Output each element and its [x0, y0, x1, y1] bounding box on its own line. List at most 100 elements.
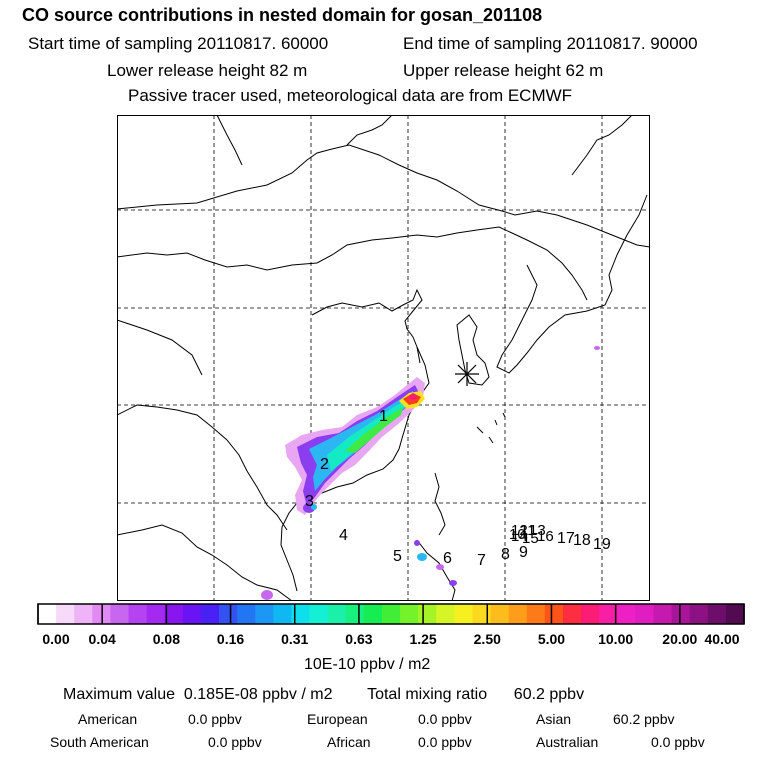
colorbar-tick-label: 40.00 — [704, 631, 740, 647]
colorbar-tick-label: 0.00 — [42, 631, 70, 647]
receptor-marker — [455, 362, 479, 386]
upper-release-height: Upper release height 62 m — [403, 61, 604, 80]
source-label-13: 13 — [529, 522, 546, 539]
source-label-18: 18 — [573, 532, 591, 549]
source-label-7: 7 — [477, 552, 486, 569]
region-name: Australian — [536, 734, 599, 750]
colorbar-swatch — [454, 604, 474, 624]
region-value: 0.0 ppbv — [418, 711, 472, 727]
region-name: European — [307, 711, 368, 727]
colorbar-swatch — [635, 604, 655, 624]
colorbar-swatch — [544, 604, 564, 624]
colorbar-swatch — [490, 604, 510, 624]
plot-title: CO source contributions in nested domain… — [22, 5, 543, 25]
colorbar-swatch — [562, 604, 582, 624]
colorbar-swatch — [56, 604, 75, 624]
colorbar-swatch — [508, 604, 528, 624]
total-label: Total mixing ratio — [367, 686, 488, 703]
total-value: 60.2 ppbv — [513, 686, 585, 703]
colorbar-swatch — [418, 604, 437, 624]
colorbar-swatch — [472, 604, 492, 624]
source-label-16: 16 — [537, 528, 554, 545]
colorbar-swatch — [345, 604, 365, 624]
colorbar-swatch — [436, 604, 455, 624]
source-label-11: 11 — [520, 522, 536, 539]
colorbar-swatch — [273, 604, 293, 624]
source-label-12: 12 — [511, 522, 528, 539]
source-label-10: 10 — [509, 526, 526, 543]
colorbar-tick-label: 0.63 — [345, 631, 373, 647]
colorbar-swatch — [219, 604, 238, 624]
colorbar-swatch — [400, 604, 419, 624]
colorbar-tick-label: 2.50 — [473, 631, 501, 647]
colorbar-tick-label: 0.31 — [281, 631, 309, 647]
colorbar-tick-label: 0.04 — [88, 631, 116, 647]
region-value: 60.2 ppbv — [613, 711, 675, 727]
region-value: 0.0 ppbv — [651, 734, 705, 750]
max-value: 0.185E-08 ppbv / m2 — [183, 686, 333, 703]
colorbar-swatch — [671, 604, 691, 624]
colorbar-swatch — [363, 604, 383, 624]
source-label-19: 19 — [593, 536, 611, 553]
colorbar-swatch — [309, 604, 329, 624]
lower-release-height: Lower release height 82 m — [107, 61, 308, 80]
colorbar-units: 10E-10 ppbv / m2 — [304, 656, 431, 673]
colorbar-swatch — [599, 604, 618, 624]
sampling-end: End time of sampling 20110817. 90000 — [403, 34, 698, 53]
coastlines — [117, 115, 650, 601]
source-label-6: 6 — [443, 550, 452, 567]
region-name: South American — [50, 734, 149, 750]
region-name: African — [327, 734, 371, 750]
source-label-15: 15 — [522, 530, 539, 547]
colorbar-swatch — [707, 604, 727, 624]
summary-line: Maximum value 0.185E-08 ppbv / m2 Total … — [63, 687, 584, 703]
colorbar-tick-label: 10.00 — [598, 631, 634, 647]
colorbar-swatch — [689, 604, 709, 624]
colorbar-swatch — [581, 604, 600, 624]
colorbar-tick-label: 0.08 — [152, 631, 180, 647]
source-label-9: 9 — [519, 544, 528, 561]
region-name: American — [78, 711, 138, 727]
colorbar-border — [37, 603, 745, 625]
source-label-3: 3 — [305, 493, 314, 510]
colorbar-tick-label: 0.16 — [216, 631, 245, 647]
colorbar-swatch — [327, 604, 347, 624]
source-label-8: 8 — [501, 546, 510, 563]
colorbar-swatch — [237, 604, 256, 624]
colorbar-swatch — [128, 604, 148, 624]
colorbar-swatch — [146, 604, 166, 624]
source-label-14: 14 — [511, 528, 528, 545]
sampling-start: Start time of sampling 20110817. 60000 — [28, 34, 329, 53]
colorbar-swatch — [381, 604, 401, 624]
colorbar-tick-label: 5.00 — [537, 631, 566, 647]
colorbar — [37, 603, 745, 625]
region-value: 0.0 ppbv — [188, 711, 242, 727]
colorbar-tick-label: 1.25 — [409, 631, 437, 647]
source-label-5: 5 — [393, 548, 402, 565]
colorbar-swatch — [653, 604, 673, 624]
max-label: Maximum value — [63, 686, 176, 703]
source-label-17: 17 — [557, 530, 575, 547]
colorbar-swatch — [110, 604, 130, 624]
colorbar-swatch — [182, 604, 202, 624]
source-label-1: 1 — [379, 408, 388, 425]
colorbar-swatch — [38, 604, 57, 624]
colorbar-swatch — [617, 604, 636, 624]
colorbar-swatch — [200, 604, 220, 624]
source-label-4: 4 — [339, 527, 348, 544]
region-value: 0.0 ppbv — [208, 734, 262, 750]
colorbar-tick-label: 20.00 — [662, 631, 698, 647]
source-label-2: 2 — [320, 456, 329, 473]
region-value: 0.0 ppbv — [418, 734, 472, 750]
concentration-plume — [261, 346, 600, 600]
colorbar-swatch — [255, 604, 274, 624]
model-note: Passive tracer used, meteorological data… — [128, 86, 573, 105]
colorbar-swatch — [291, 604, 311, 624]
region-name: Asian — [536, 711, 572, 727]
map-frame — [117, 115, 650, 601]
colorbar-swatch — [74, 604, 93, 624]
colorbar-swatch — [526, 604, 546, 624]
colorbar-swatch — [164, 604, 184, 624]
